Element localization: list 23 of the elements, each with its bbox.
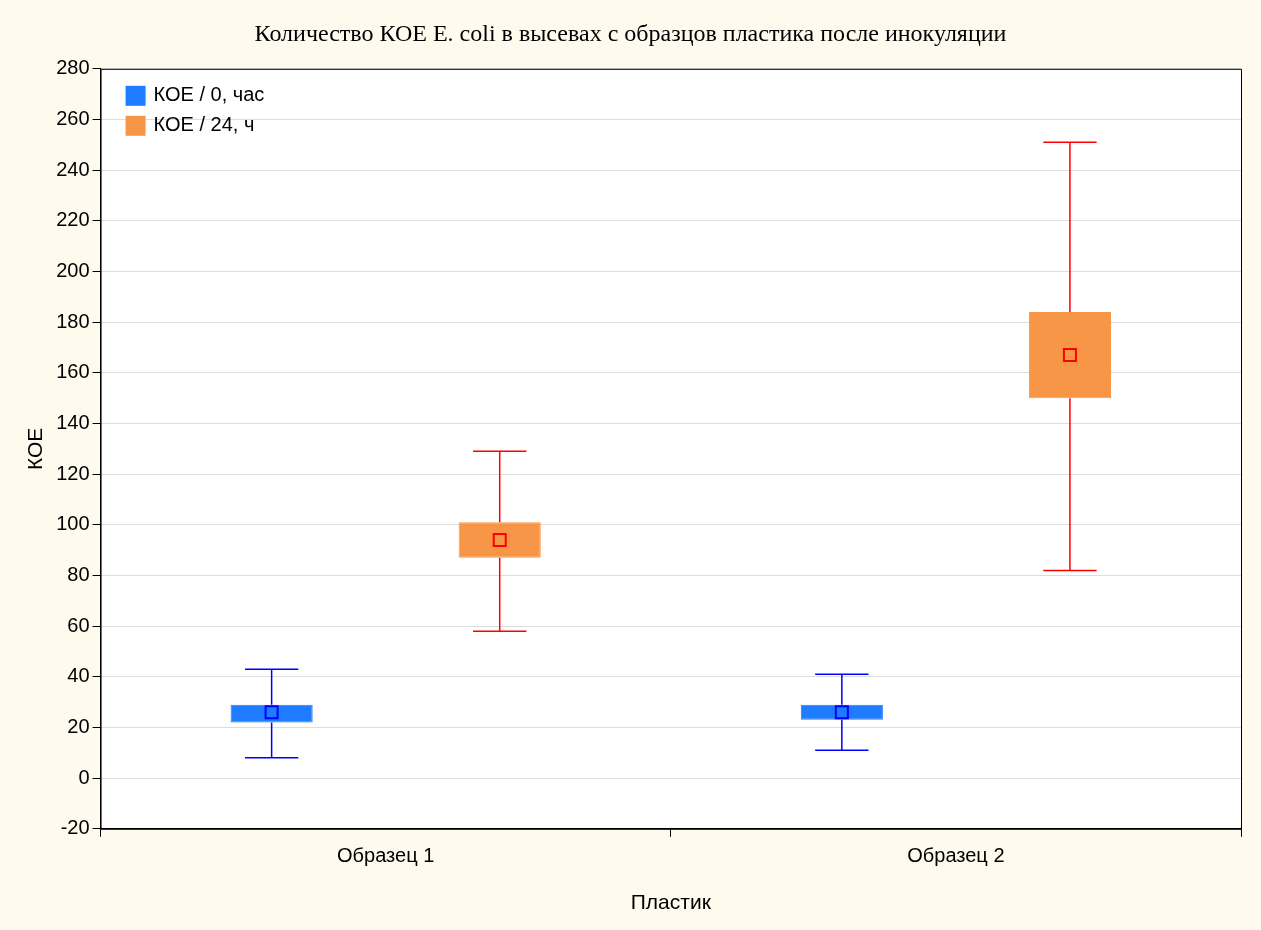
x-tick-label: Образец 1 [337,844,435,867]
y-tick-label: 160 [56,360,90,383]
y-tick-label: 180 [56,309,90,332]
y-tick-label: 260 [56,106,90,129]
y-tick-label: 0 [78,765,90,788]
y-axis-title: КОЕ [23,427,47,470]
legend-label: КОЕ / 24, ч [153,113,255,136]
y-tick-label: 80 [67,562,90,585]
y-tick-label: 120 [56,461,90,484]
legend-label: КОЕ / 0, час [153,83,265,106]
x-tick-label: Образец 2 [907,844,1005,867]
chart-title: Количество КОЕ E. coli в высевах с образцов пластика после инокуляции [254,19,1007,46]
y-tick-label: 100 [56,512,90,535]
y-tick-label: 220 [56,208,90,231]
y-tick-label: -20 [60,816,90,839]
y-tick-label: 280 [56,56,90,79]
y-tick-label: 20 [67,714,90,737]
x-axis-title: Пластик [630,890,712,914]
y-tick-label: 200 [56,258,90,281]
y-tick-label: 140 [56,410,90,433]
y-tick-label: 60 [67,613,90,636]
y-tick-label: 240 [56,157,90,180]
y-tick-label: 40 [67,664,90,687]
